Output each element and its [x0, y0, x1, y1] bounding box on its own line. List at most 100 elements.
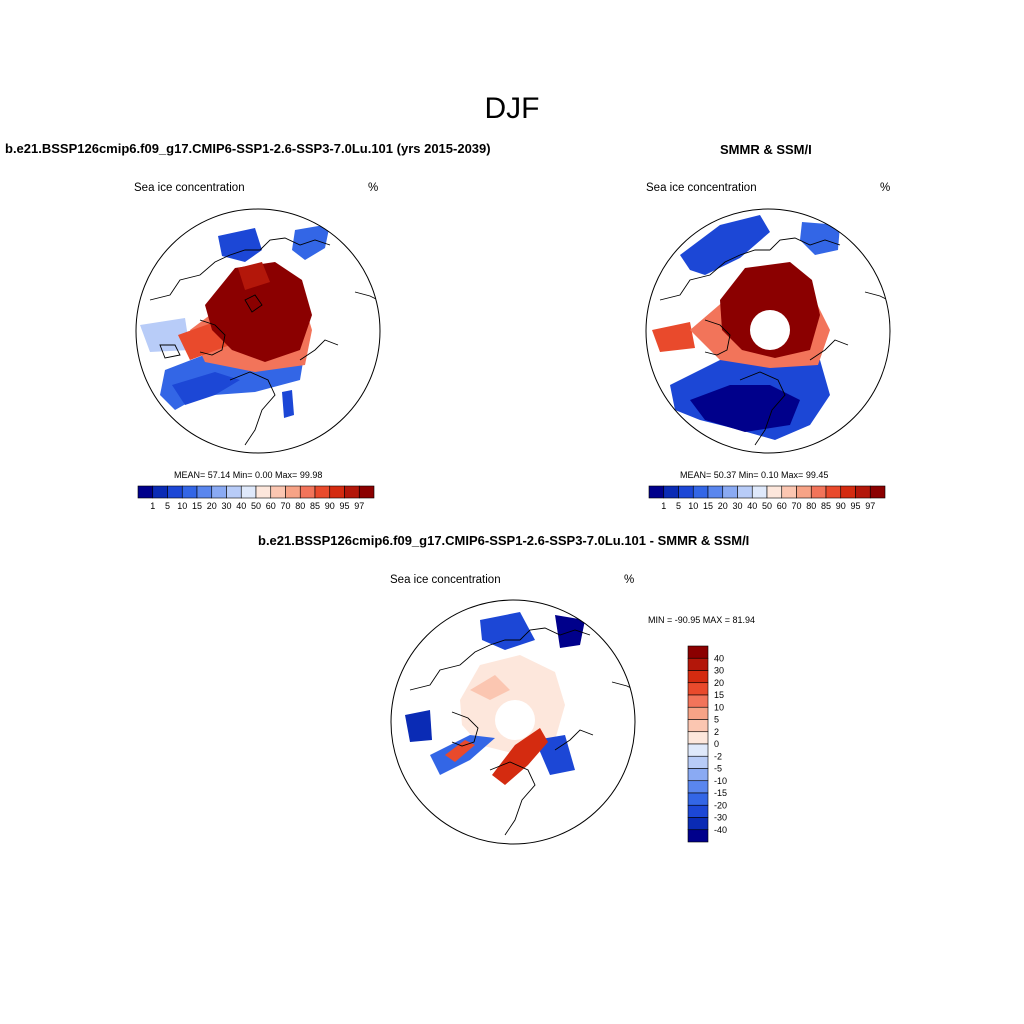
- colorbar-diff-label-3: 15: [714, 690, 724, 700]
- main-title: DJF: [484, 92, 540, 125]
- colorbar-model-swatch-11: [299, 485, 316, 499]
- colorbar-diff-label-12: -20: [714, 800, 727, 810]
- panel2-stats: MEAN= 50.37 Min= 0.10 Max= 99.45: [680, 470, 829, 480]
- panel1-right-label: %: [368, 182, 379, 194]
- colorbar-obs-label-3: 15: [703, 501, 713, 511]
- colorbar-obs-swatch-15: [869, 485, 886, 499]
- colorbar-model-swatch-10: [285, 485, 301, 499]
- colorbar-diff-label-7: 0: [714, 739, 719, 749]
- colorbar-model-swatch-7: [240, 485, 257, 499]
- panel3-title: b.e21.BSSP126cmip6.f09_g17.CMIP6-SSP1-2.…: [258, 533, 750, 548]
- colorbar-obs-label-6: 40: [747, 501, 757, 511]
- colorbar-obs-label-2: 10: [688, 501, 698, 511]
- panel2-left-label: Sea ice concentration: [646, 182, 757, 194]
- colorbar-model-label-2: 10: [177, 501, 187, 511]
- diff-polar-map: [391, 600, 635, 844]
- colorbar-diff-swatch-9: [687, 755, 709, 769]
- colorbar-obs-label-12: 90: [836, 501, 846, 511]
- model-map-border: [135, 208, 381, 454]
- colorbar-model-swatch-0: [137, 485, 154, 499]
- colorbar-diff-swatch-10: [687, 768, 709, 782]
- colorbar-diff-swatch-1: [687, 657, 709, 671]
- colorbar-model-label-9: 70: [280, 501, 290, 511]
- colorbar-diff-label-14: -40: [714, 825, 727, 835]
- colorbar-obs-swatch-14: [855, 485, 871, 499]
- colorbar-obs-label-13: 95: [850, 501, 860, 511]
- colorbar-obs-label-0: 1: [661, 501, 666, 511]
- colorbar-diff-label-1: 30: [714, 666, 724, 676]
- colorbar-diff-swatch-2: [687, 670, 709, 684]
- colorbar-diff-swatch-14: [687, 817, 709, 831]
- colorbar-model-label-7: 50: [251, 501, 261, 511]
- colorbar-obs-label-14: 97: [865, 501, 875, 511]
- colorbar-model-label-4: 20: [207, 501, 217, 511]
- obs-map-border: [645, 208, 891, 454]
- colorbar-model-swatch-5: [211, 485, 227, 499]
- colorbar-diff-label-4: 10: [714, 702, 724, 712]
- colorbar-model-swatch-1: [152, 485, 168, 499]
- colorbar-model-label-3: 15: [192, 501, 202, 511]
- panel1-left-label: Sea ice concentration: [134, 182, 245, 194]
- colorbar-diff-label-6: 2: [714, 727, 719, 737]
- colorbar-obs-label-10: 80: [806, 501, 816, 511]
- colorbar-diff-swatch-3: [687, 682, 709, 696]
- colorbar-diff-swatch-0: [687, 645, 709, 659]
- panel1-title: b.e21.BSSP126cmip6.f09_g17.CMIP6-SSP1-2.…: [5, 141, 491, 156]
- panel2-title: SMMR & SSM/I: [720, 142, 812, 157]
- colorbar-obs-label-7: 50: [762, 501, 772, 511]
- colorbar-diff-label-2: 20: [714, 678, 724, 688]
- colorbar-model-swatch-13: [329, 485, 345, 499]
- colorbar-obs-swatch-8: [766, 485, 783, 499]
- colorbar-obs-swatch-5: [722, 485, 738, 499]
- colorbar-obs-label-8: 60: [777, 501, 787, 511]
- colorbar-obs-swatch-2: [678, 485, 694, 499]
- colorbar-model-label-1: 5: [165, 501, 170, 511]
- colorbar-model-swatch-15: [358, 485, 375, 499]
- colorbar-model-swatch-14: [344, 485, 360, 499]
- colorbar-model-label-5: 30: [221, 501, 231, 511]
- model-polar-map: [136, 209, 380, 453]
- colorbar-diff-label-10: -10: [714, 776, 727, 786]
- panel2-right-label: %: [880, 182, 891, 194]
- colorbar-obs-label-9: 70: [791, 501, 801, 511]
- colorbar-obs-swatch-12: [825, 485, 842, 499]
- colorbar-diff-swatch-11: [687, 780, 709, 794]
- panel3-stats: MIN = -90.95 MAX = 81.94: [648, 615, 756, 625]
- obs-polar-map: [646, 209, 890, 453]
- colorbar-diff-swatch-6: [687, 719, 709, 733]
- colorbar-diff-swatch-15: [687, 829, 709, 843]
- colorbar-obs: 1 5 10 15 20 30 40 50 60 70 80 85 90 95 97: [648, 485, 886, 511]
- panel3-right-label: %: [624, 574, 635, 586]
- colorbar-obs-swatch-11: [810, 485, 827, 499]
- colorbar-diff-label-11: -15: [714, 788, 727, 798]
- colorbar-obs-swatch-6: [737, 485, 753, 499]
- colorbar-model-label-8: 60: [266, 501, 276, 511]
- colorbar-obs-swatch-1: [663, 485, 679, 499]
- colorbar-model-swatch-9: [270, 485, 286, 499]
- colorbar-obs-label-5: 30: [732, 501, 742, 511]
- colorbar-obs-swatch-10: [796, 485, 812, 499]
- colorbar-diff-swatch-5: [687, 706, 709, 720]
- colorbar-diff-swatch-4: [687, 694, 709, 708]
- colorbar-model-swatch-3: [181, 485, 198, 499]
- colorbar-model-label-10: 80: [295, 501, 305, 511]
- colorbar-obs-swatch-4: [707, 485, 724, 499]
- panel1-stats: MEAN= 57.14 Min= 0.00 Max= 99.98: [174, 470, 323, 480]
- colorbar-model-swatch-6: [226, 485, 242, 499]
- colorbar-obs-swatch-7: [751, 485, 768, 499]
- colorbar-obs-label-4: 20: [718, 501, 728, 511]
- colorbar-model-label-6: 40: [236, 501, 246, 511]
- colorbar-model-label-11: 85: [310, 501, 320, 511]
- colorbar-model-swatch-12: [314, 485, 331, 499]
- colorbar-model: 1 5 10 15 20 30 40 50 60 70 80 85 90 95 97: [137, 485, 375, 511]
- colorbar-diff-label-13: -30: [714, 813, 727, 823]
- colorbar-diff-label-8: -2: [714, 751, 722, 761]
- colorbar-model-label-12: 90: [325, 501, 335, 511]
- colorbar-model-label-0: 1: [150, 501, 155, 511]
- colorbar-model-label-13: 95: [339, 501, 349, 511]
- colorbar-diff-label-0: 40: [714, 653, 724, 663]
- colorbar-diff-swatch-7: [687, 731, 709, 745]
- colorbar-diff-swatch-8: [687, 743, 709, 757]
